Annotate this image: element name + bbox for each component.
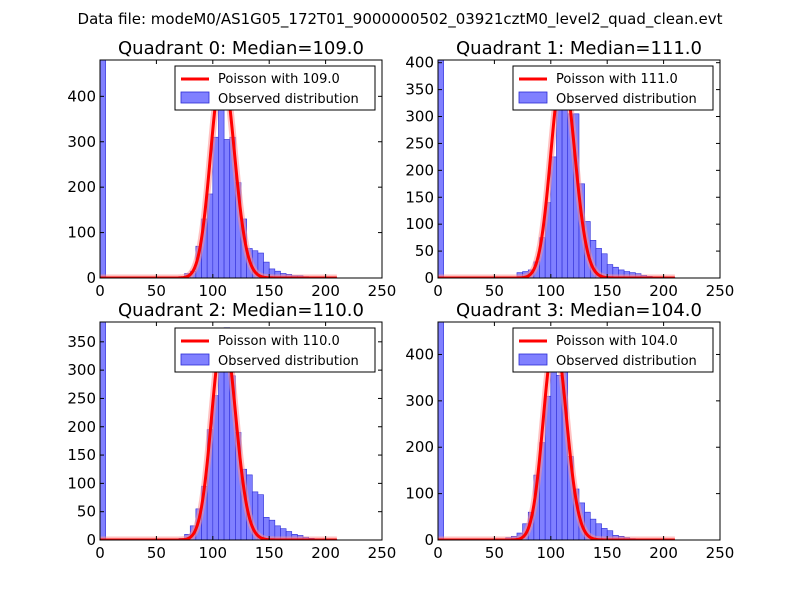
y-tick-label: 200: [405, 438, 434, 456]
y-tick-label: 200: [67, 418, 96, 436]
quadrant-1-legend: Poisson with 111.0 Observed distribution: [512, 65, 714, 111]
legend-bar-label: Observed distribution: [218, 354, 359, 369]
y-tick-label: 150: [67, 446, 96, 464]
x-tick-label: 0: [433, 282, 443, 300]
y-tick-label: 150: [405, 188, 434, 206]
histogram-bar: [100, 322, 106, 540]
x-tick-label: 200: [649, 544, 678, 562]
y-tick-label: 0: [424, 269, 434, 287]
quadrant-0-panel: 0 50 100 150 200 250 0 100 200 300 400 Quadrant 0: …: [67, 38, 396, 300]
quadrant-3-legend: Poisson with 104.0 Observed distribution: [512, 327, 714, 373]
quadrant-0-title: Quadrant 0: Median=109.0: [118, 38, 364, 59]
legend-line-label: Poisson with 110.0: [218, 334, 340, 349]
legend-bar-label: Observed distribution: [556, 354, 697, 369]
quadrant-1-panel: 0 50 100 150 200 250 0 50 100 150 200 250 300 350 400 Q…: [405, 38, 734, 300]
quadrant-2-axes-frame: [99, 321, 383, 541]
y-tick-label: 50: [415, 242, 434, 260]
x-tick-label: 0: [433, 544, 443, 562]
y-tick-label: 100: [405, 215, 434, 233]
x-tick-label: 250: [706, 544, 735, 562]
legend-bar-swatch: [180, 91, 210, 104]
quadrant-1-axes-frame: [437, 59, 721, 279]
y-tick-label: 300: [67, 133, 96, 151]
y-tick-label: 300: [405, 392, 434, 410]
quadrant-2-panel: 0 50 100 150 200 250 0 50 100 150 200 250 300 350 Quad…: [67, 300, 396, 562]
x-tick-label: 200: [311, 544, 340, 562]
y-tick-label: 0: [424, 531, 434, 549]
x-tick-label: 150: [593, 282, 622, 300]
x-tick-label: 50: [147, 282, 166, 300]
y-tick-label: 100: [67, 474, 96, 492]
legend-line-label: Poisson with 111.0: [556, 72, 678, 87]
histogram-bar: [438, 322, 444, 540]
x-tick-label: 200: [311, 282, 340, 300]
x-tick-label: 50: [485, 282, 504, 300]
y-tick-label: 400: [405, 54, 434, 72]
x-tick-label: 250: [368, 282, 397, 300]
x-tick-label: 150: [593, 544, 622, 562]
y-tick-label: 350: [405, 81, 434, 99]
histogram-bar: [561, 86, 569, 278]
y-tick-label: 300: [405, 108, 434, 126]
x-tick-label: 200: [649, 282, 678, 300]
histogram-bar: [100, 60, 106, 278]
quadrant-0-axes-frame: [99, 59, 383, 279]
legend-bar-label: Observed distribution: [556, 92, 697, 107]
y-tick-label: 200: [67, 178, 96, 196]
legend-bar-swatch: [518, 353, 548, 366]
histogram-bar: [218, 100, 225, 278]
y-tick-label: 200: [405, 161, 434, 179]
y-tick-label: 100: [405, 485, 434, 503]
legend-line-label: Poisson with 104.0: [556, 334, 678, 349]
y-tick-label: 400: [67, 87, 96, 105]
y-tick-label: 250: [405, 134, 434, 152]
quadrant-2-title: Quadrant 2: Median=110.0: [118, 300, 364, 321]
y-tick-label: 400: [405, 345, 434, 363]
x-tick-label: 250: [706, 282, 735, 300]
x-tick-label: 100: [536, 282, 565, 300]
legend-line-label: Poisson with 109.0: [218, 72, 340, 87]
x-tick-label: 150: [255, 282, 284, 300]
quadrant-3-title: Quadrant 3: Median=104.0: [456, 300, 702, 321]
legend-bar-swatch: [180, 353, 210, 366]
x-tick-label: 150: [255, 544, 284, 562]
histogram-bar: [556, 105, 563, 278]
quadrant-3-panel: 0 50 100 150 200 250 0 100 200 300 400 Quadrant 3: …: [405, 300, 734, 562]
x-tick-label: 0: [95, 544, 105, 562]
quadrant-1-title: Quadrant 1: Median=111.0: [456, 38, 702, 59]
quadrant-2-legend: Poisson with 110.0 Observed distribution: [174, 327, 376, 373]
y-tick-label: 300: [67, 361, 96, 379]
y-tick-label: 0: [86, 531, 96, 549]
x-tick-label: 100: [198, 544, 227, 562]
legend-bar-swatch: [518, 91, 548, 104]
legend-bar-label: Observed distribution: [218, 92, 359, 107]
x-tick-label: 50: [485, 544, 504, 562]
y-tick-label: 250: [67, 389, 96, 407]
quadrant-0-legend: Poisson with 109.0 Observed distribution: [174, 65, 376, 111]
y-tick-label: 0: [86, 269, 96, 287]
x-tick-label: 100: [536, 544, 565, 562]
x-tick-label: 250: [368, 544, 397, 562]
figure-suptitle: Data file: modeM0/AS1G05_172T01_90000005…: [78, 10, 723, 29]
histogram-bar: [438, 60, 444, 278]
histogram-bar: [223, 139, 231, 278]
y-tick-label: 350: [67, 333, 96, 351]
x-tick-label: 50: [147, 544, 166, 562]
y-tick-label: 50: [77, 503, 96, 521]
x-tick-label: 100: [198, 282, 227, 300]
quadrant-3-axes-frame: [437, 321, 721, 541]
y-tick-label: 100: [67, 224, 96, 242]
x-tick-label: 0: [95, 282, 105, 300]
